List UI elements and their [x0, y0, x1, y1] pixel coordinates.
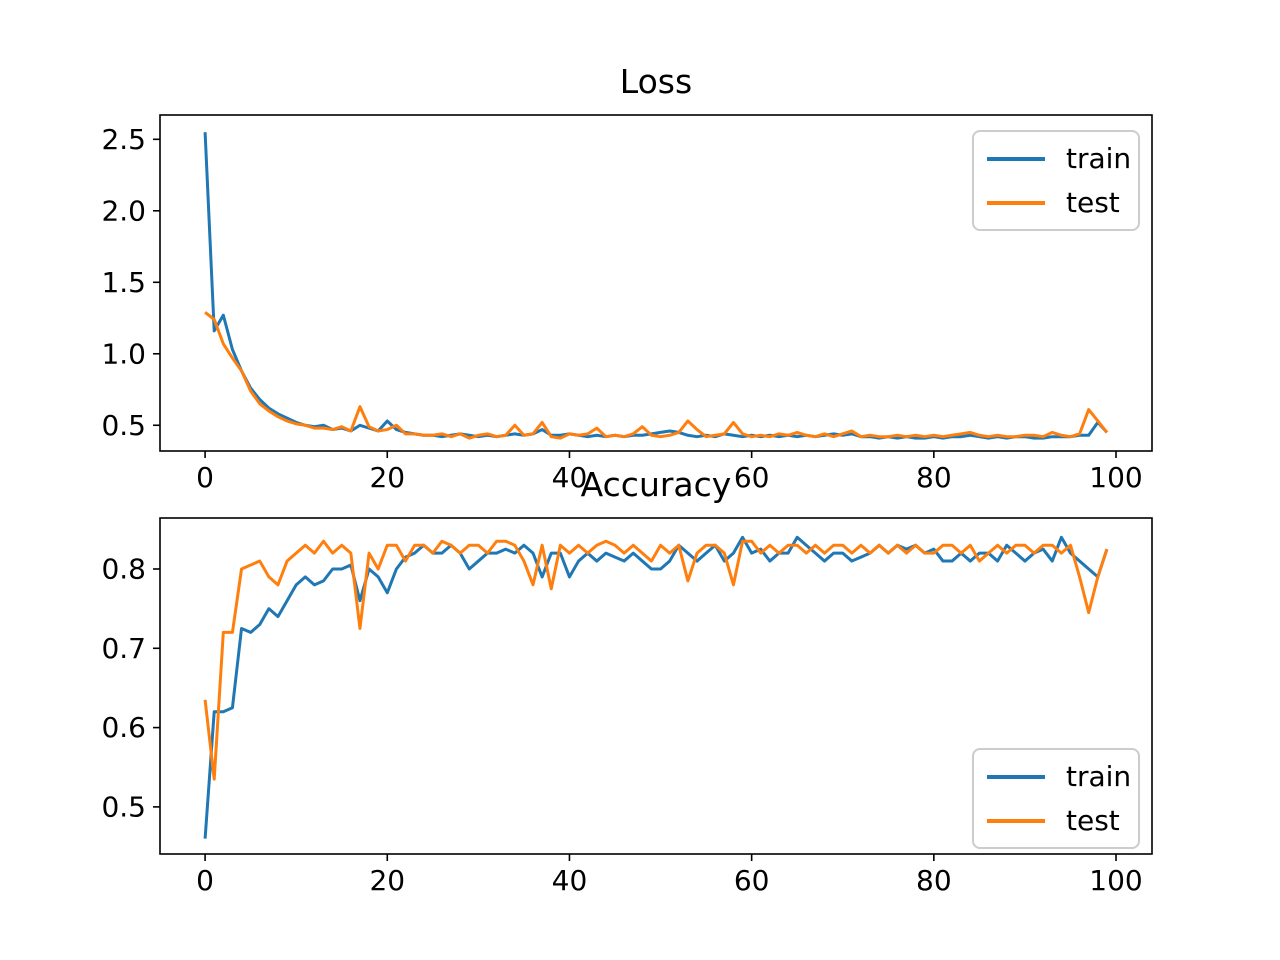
accuracy-legend: train test [972, 748, 1140, 849]
legend-row-test: test [987, 185, 1125, 220]
train-line-sample-icon [987, 156, 1045, 161]
svg-text:0: 0 [196, 461, 214, 494]
svg-text:80: 80 [916, 864, 952, 897]
test-line-sample-icon [987, 200, 1045, 205]
test-line-sample-icon [987, 818, 1045, 823]
svg-text:2.5: 2.5 [101, 123, 146, 156]
svg-text:20: 20 [369, 864, 405, 897]
svg-text:20: 20 [369, 461, 405, 494]
svg-text:1.0: 1.0 [101, 337, 146, 370]
legend-label-test: test [1066, 186, 1120, 219]
svg-text:0.6: 0.6 [101, 711, 146, 744]
svg-text:0.8: 0.8 [101, 552, 146, 585]
svg-text:2.0: 2.0 [101, 194, 146, 227]
svg-text:0: 0 [196, 864, 214, 897]
svg-text:40: 40 [552, 864, 588, 897]
svg-text:60: 60 [734, 864, 770, 897]
legend-label-train: train [1066, 760, 1132, 793]
svg-text:0.5: 0.5 [101, 790, 146, 823]
train-line-sample-icon [987, 774, 1045, 779]
legend-row-test: test [987, 803, 1125, 838]
svg-text:60: 60 [734, 461, 770, 494]
loss-legend: train test [972, 130, 1140, 231]
svg-text:0.5: 0.5 [101, 409, 146, 442]
svg-text:100: 100 [1089, 864, 1142, 897]
svg-text:0.7: 0.7 [101, 632, 146, 665]
svg-text:80: 80 [916, 461, 952, 494]
legend-label-train: train [1066, 142, 1132, 175]
legend-row-train: train [987, 759, 1131, 794]
legend-row-train: train [987, 141, 1131, 176]
loss-chart-title: Loss [619, 62, 693, 101]
svg-text:1.5: 1.5 [101, 266, 146, 299]
svg-text:100: 100 [1089, 461, 1142, 494]
legend-label-test: test [1066, 804, 1120, 837]
svg-text:40: 40 [552, 461, 588, 494]
accuracy-chart-title: Accuracy [580, 465, 732, 504]
